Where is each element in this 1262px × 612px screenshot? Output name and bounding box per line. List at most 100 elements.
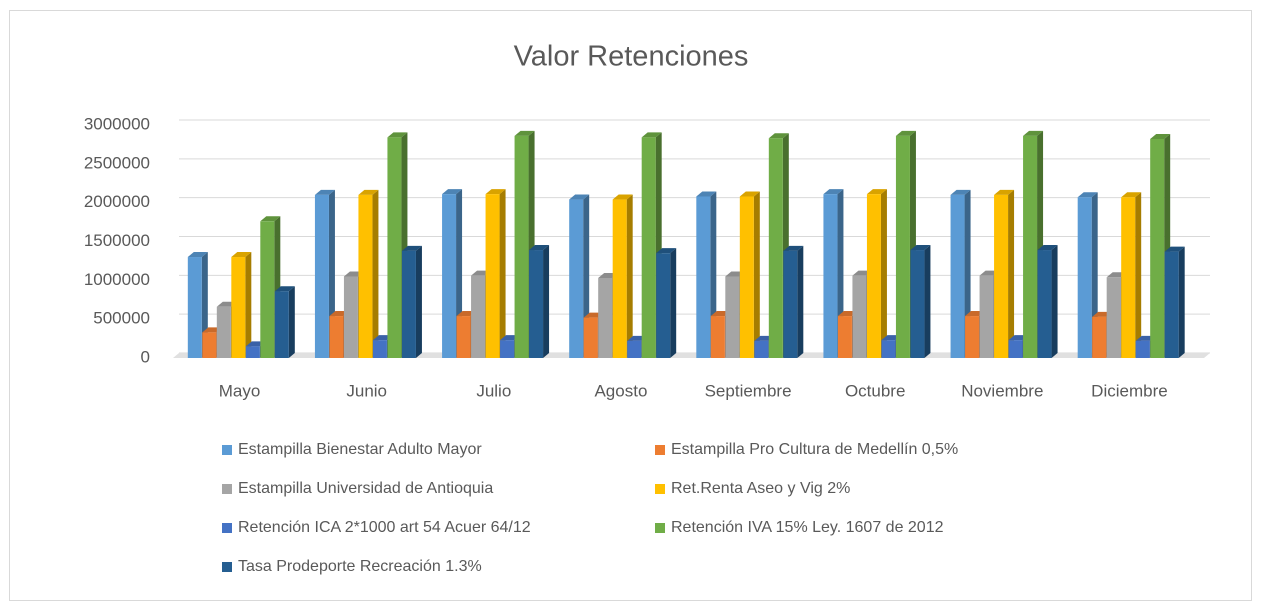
x-tick-label: Julio — [476, 381, 511, 400]
bar-front — [1023, 135, 1038, 358]
bar-front — [514, 135, 529, 358]
bar — [866, 189, 887, 358]
bar-top — [401, 245, 422, 251]
bar — [994, 189, 1015, 358]
bar-top — [485, 189, 506, 195]
legend-swatch — [222, 523, 232, 533]
bar-side — [1008, 189, 1015, 358]
y-tick-label: 2500000 — [84, 153, 150, 172]
legend-swatch — [655, 523, 665, 533]
legend-swatch — [655, 484, 665, 494]
bar-front — [950, 194, 965, 358]
bar-top — [274, 286, 295, 292]
bar-front — [358, 194, 373, 358]
bar-top — [314, 189, 335, 195]
bar-front — [329, 316, 344, 358]
bar-front — [1037, 250, 1052, 358]
bar-front — [641, 137, 656, 358]
bar-side — [499, 189, 506, 358]
bar-front — [739, 196, 754, 358]
bar-front — [1135, 340, 1150, 358]
bar-top — [612, 194, 633, 200]
bar-front — [710, 316, 725, 358]
bar-front — [343, 276, 358, 358]
legend-label: Retención IVA 15% Ley. 1607 de 2012 — [671, 519, 944, 536]
bar-front — [612, 199, 627, 358]
bar-front — [202, 332, 217, 358]
bar-front — [456, 316, 471, 358]
bar-front — [910, 250, 925, 358]
legend-label: Estampilla Universidad de Antioquia — [238, 480, 493, 497]
bar-top — [950, 189, 971, 195]
bar-top — [569, 194, 590, 200]
bar-front — [994, 194, 1009, 358]
bar-front — [725, 276, 740, 358]
legend-swatch — [655, 445, 665, 455]
bar-top — [696, 191, 717, 197]
bar-front — [754, 340, 769, 358]
bar — [910, 245, 931, 358]
bar-front — [1077, 197, 1092, 358]
legend-label: Estampilla Pro Cultura de Medellín 0,5% — [671, 441, 958, 458]
bar-front — [823, 194, 838, 358]
bar-side — [1135, 192, 1142, 358]
bar-front — [1121, 197, 1136, 358]
y-tick-label: 2000000 — [84, 192, 150, 211]
bar-front — [187, 257, 202, 358]
bar-top — [260, 216, 281, 222]
bar — [485, 189, 506, 358]
bar-side — [797, 245, 804, 358]
x-tick-label: Mayo — [219, 381, 261, 400]
bar-top — [1164, 246, 1185, 252]
bar-front — [529, 250, 544, 358]
bar-side — [670, 248, 677, 358]
bar-top — [514, 130, 535, 136]
bar-top — [1150, 133, 1171, 139]
bar-front — [1106, 277, 1121, 358]
bar-front — [783, 250, 798, 358]
legend-swatch — [222, 445, 232, 455]
bar-front — [274, 291, 289, 358]
bar — [1121, 192, 1142, 358]
x-tick-label: Septiembre — [705, 381, 792, 400]
x-tick-label: Noviembre — [961, 381, 1043, 400]
x-tick-label: Junio — [346, 381, 387, 400]
bar-side — [372, 189, 379, 358]
y-tick-label: 3000000 — [84, 114, 150, 133]
bar-top — [910, 245, 931, 251]
bar-front — [895, 135, 910, 358]
bar-front — [314, 194, 329, 358]
bar-side — [415, 245, 422, 358]
bar — [1164, 246, 1185, 358]
bar-front — [852, 275, 867, 358]
bar-front — [471, 275, 486, 358]
bar-front — [485, 194, 500, 358]
bar-front — [881, 340, 896, 358]
bar-front — [1150, 138, 1165, 358]
bar-front — [245, 346, 260, 358]
bar-front — [583, 317, 598, 358]
bar-side — [753, 191, 760, 358]
x-tick-label: Diciembre — [1091, 381, 1168, 400]
bar-top — [187, 252, 208, 258]
bar-top — [1121, 192, 1142, 198]
bar-side — [626, 194, 633, 358]
bar-top — [1023, 130, 1044, 136]
bar-front — [1164, 251, 1179, 358]
bar-top — [783, 245, 804, 251]
bar-top — [1037, 245, 1058, 251]
bar-top — [358, 189, 379, 195]
legend-label: Estampilla Bienestar Adulto Mayor — [238, 441, 482, 458]
bar-front — [401, 250, 416, 358]
bar-front — [500, 340, 515, 358]
bar — [739, 191, 760, 358]
chart-title: Valor Retenciones — [514, 41, 749, 73]
bar — [612, 194, 633, 358]
bar — [1037, 245, 1058, 358]
bar-top — [866, 189, 887, 195]
bar-top — [994, 189, 1015, 195]
y-tick-label: 1500000 — [84, 231, 150, 250]
bar-front — [837, 316, 852, 358]
bar-top — [442, 189, 463, 195]
bar — [358, 189, 379, 358]
